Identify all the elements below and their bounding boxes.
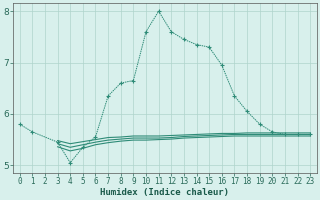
X-axis label: Humidex (Indice chaleur): Humidex (Indice chaleur) [100, 188, 229, 197]
